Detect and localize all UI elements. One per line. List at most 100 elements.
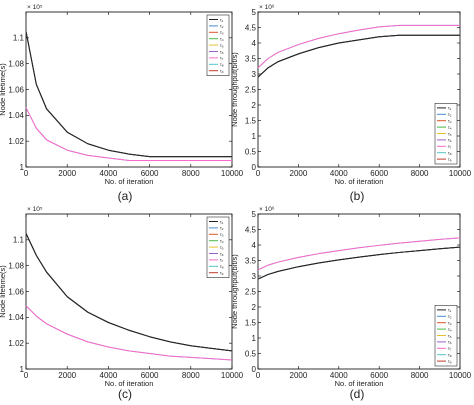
- legend-entry: τ₂: [448, 112, 452, 117]
- y-tick-label: 1.08: [8, 261, 24, 270]
- x-axis-label: No. of iteration: [335, 379, 384, 388]
- panel-caption: (b): [350, 189, 365, 203]
- y-tick-label: 5: [252, 8, 257, 17]
- legend-entry: τ₁: [448, 308, 452, 313]
- legend-entry: τ₈: [220, 62, 224, 67]
- series-line-tau7: [257, 24, 460, 69]
- y-tick-label: 2: [252, 303, 257, 312]
- legend-entry: τ₃: [448, 321, 452, 326]
- y-tick-label: 1: [252, 334, 257, 343]
- y-axis-label: Node throughput(bit/s): [230, 254, 239, 329]
- x-tick-label: 4000: [330, 371, 348, 380]
- legend-entry: τ₃: [220, 30, 224, 35]
- series-line-tau7: [25, 107, 232, 162]
- legend-entry: τ₂: [220, 24, 224, 29]
- y-tick-label: 1.04: [8, 313, 24, 322]
- y-tick-label: 1.08: [8, 59, 24, 68]
- x-tick-label: 8000: [182, 371, 200, 380]
- panel-caption: (d): [350, 387, 365, 401]
- legend-entry: τ₆: [448, 340, 452, 345]
- x-tick-label: 6000: [370, 169, 388, 178]
- x-tick-label: 2000: [290, 169, 308, 178]
- series-line-tau1: [257, 246, 461, 280]
- y-tick-label: 0.5: [245, 349, 257, 358]
- y-tick-label: 1.06: [8, 85, 24, 94]
- y-tick-label: 1.1: [13, 34, 25, 43]
- legend-entry: τ₉: [448, 157, 452, 162]
- y-tick-label: 1.02: [8, 137, 24, 146]
- legend-entry: τ₈: [220, 264, 224, 269]
- series-line-tau1: [25, 31, 232, 158]
- legend-entry: τ₇: [220, 258, 224, 263]
- y-tick-label: 2.5: [245, 85, 257, 94]
- y-tick-label: 1.06: [8, 287, 24, 296]
- plot-frame: [257, 213, 461, 370]
- x-tick-label: 2000: [58, 169, 76, 178]
- y-axis-label: Node lifetime(s): [0, 63, 7, 116]
- y-tick-label: 1.02: [8, 339, 24, 348]
- legend-entry: τ₁: [220, 17, 224, 22]
- x-tick-label: 4000: [100, 169, 118, 178]
- legend-entry: τ₅: [448, 131, 452, 136]
- legend-entry: τ₃: [220, 232, 224, 237]
- legend-entry: τ₉: [220, 271, 224, 276]
- legend-entry: τ₁: [220, 219, 224, 224]
- chart-panel-3: 0 2000 4000 6000 8000 10000 1 1.02 1.04 1.06 1.08 1…: [0, 206, 244, 401]
- y-tick-label: 4.5: [245, 225, 257, 234]
- y-tick-label: 4.5: [245, 23, 257, 32]
- legend-entry: τ₃: [448, 119, 452, 124]
- y-tick-label: 1: [20, 365, 25, 374]
- panel-caption: (a): [118, 189, 133, 203]
- y-tick-label: 3.5: [245, 54, 257, 63]
- x-tick-label: 6000: [141, 371, 159, 380]
- x-axis-label: No. of iteration: [335, 177, 384, 186]
- legend-entry: τ₇: [448, 144, 452, 149]
- x-tick-label: 4000: [100, 371, 118, 380]
- x-axis-label: No. of iteration: [105, 379, 154, 388]
- plot-frame: [25, 213, 233, 370]
- legend-entry: τ₁: [448, 106, 452, 111]
- series-line-tau1: [25, 233, 233, 352]
- plot-frame: [257, 11, 461, 168]
- x-axis-label: No. of iteration: [105, 177, 154, 186]
- y-tick-label: 0: [252, 365, 257, 374]
- axis-multiplier: × 10⁶: [259, 206, 275, 213]
- legend-entry: τ₄: [220, 239, 224, 244]
- axis-multiplier: × 10⁵: [27, 206, 43, 213]
- legend-entry: τ₉: [220, 69, 224, 74]
- chart-panel-1: 0 2000 4000 6000 8000 10000 1 1.02 1.04 1.06 1.08 1…: [0, 4, 244, 203]
- x-tick-label: 10000: [449, 371, 472, 380]
- x-tick-label: 8000: [411, 371, 429, 380]
- legend-entry: τ₄: [448, 125, 452, 130]
- legend-entry: τ₄: [448, 327, 452, 332]
- legend-entry: τ₉: [448, 359, 452, 364]
- series-line-tau7: [25, 305, 233, 361]
- y-axis-label: Node throughput(bit/s): [230, 52, 239, 127]
- legend-entry: τ₈: [448, 353, 452, 358]
- x-tick-label: 0: [24, 169, 29, 178]
- y-tick-label: 2: [252, 101, 257, 110]
- legend-entry: τ₂: [220, 226, 224, 231]
- y-tick-label: 1: [252, 132, 257, 141]
- legend-entry: τ₇: [220, 56, 224, 61]
- panel-caption: (c): [118, 387, 132, 401]
- y-tick-label: 3.5: [245, 256, 257, 265]
- legend-entry: τ₅: [448, 333, 452, 338]
- y-tick-label: 1.04: [8, 111, 24, 120]
- x-tick-label: 2000: [58, 371, 76, 380]
- x-tick-label: 10000: [221, 371, 244, 380]
- series-line-tau1: [257, 34, 460, 78]
- x-tick-label: 2000: [290, 371, 308, 380]
- y-tick-label: 3: [252, 70, 257, 79]
- y-tick-label: 1.1: [13, 236, 25, 245]
- y-tick-label: 2.5: [245, 287, 257, 296]
- y-tick-label: 4: [252, 241, 257, 250]
- legend-entry: τ₅: [220, 245, 224, 250]
- y-tick-label: 1.5: [245, 318, 257, 327]
- y-tick-label: 1: [20, 163, 25, 172]
- legend-entry: τ₆: [220, 49, 224, 54]
